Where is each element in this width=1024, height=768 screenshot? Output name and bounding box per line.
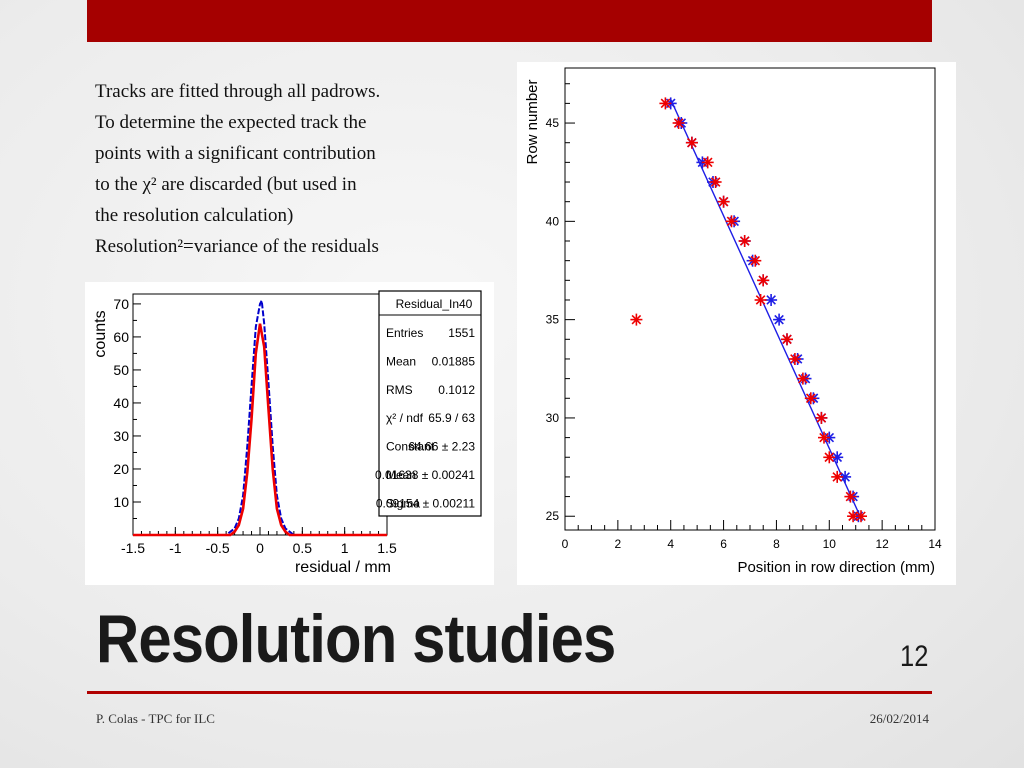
stats-value: 0.01885 [432, 354, 476, 368]
x-tick-label: 0 [562, 537, 569, 551]
stats-label: Entries [386, 326, 423, 340]
x-tick-label: -0.5 [206, 540, 230, 556]
y-tick-label: 45 [546, 116, 560, 130]
y-tick-label: 60 [113, 329, 129, 345]
stats-label: Sigma [386, 496, 420, 510]
fit-curve [133, 323, 387, 537]
stats-label: χ² / ndf [386, 411, 424, 425]
residual-histogram-panel: 10 20 30 40 50 60 70 -1.5 -1 -0.5 0 0.5 1 1.5 residual… [85, 282, 494, 585]
stats-box [378, 290, 482, 517]
body-line: the resolution calculation) [95, 205, 294, 226]
measured-point-marker [672, 117, 685, 129]
stats-value: 1551 [448, 326, 475, 340]
measured-point-marker [847, 510, 860, 523]
x-axis-label: residual / mm [295, 559, 391, 576]
page-number: 12 [899, 640, 928, 673]
measured-point-marker [701, 156, 714, 169]
measured-point-marker [815, 411, 828, 424]
stats-value: 65.9 / 63 [428, 411, 475, 425]
body-line: Resolution²=variance of the residuals [95, 236, 379, 257]
y-tick-label: 35 [546, 313, 560, 327]
footer-date: 26/02/2014 [869, 711, 929, 726]
footer-author: P. Colas - TPC for ILC [96, 711, 215, 726]
stats-label: Constant [386, 440, 435, 454]
track-fit-line [670, 99, 862, 519]
measured-point-marker [788, 353, 801, 365]
y-tick-label: 20 [113, 461, 129, 477]
measured-point-marker [754, 294, 767, 306]
measured-point-marker [823, 451, 836, 464]
measured-point-marker [685, 136, 698, 149]
footer-rule [87, 691, 932, 694]
stats-value: 64.66 ± 2.23 [408, 440, 475, 454]
body-line: points with a significant contribution [95, 143, 376, 164]
body-text: Tracks are fitted through all padrows. T… [95, 76, 495, 262]
stats-value: 0.09154 ± 0.00211 [376, 496, 475, 510]
x-tick-label: -1.5 [121, 540, 145, 556]
y-tick-label: 40 [113, 395, 129, 411]
stats-box-title: Residual_In40 [396, 297, 473, 311]
x-tick-label: 1 [341, 540, 349, 556]
measured-point-marker [709, 176, 722, 188]
measured-point-marker [844, 490, 857, 503]
x-tick-label: 12 [875, 537, 889, 551]
measured-point-marker [757, 274, 770, 287]
y-tick-label: 25 [546, 509, 560, 523]
x-axis-label: Position in row direction (mm) [737, 559, 935, 576]
measured-point-marker [818, 431, 830, 444]
x-tick-label: 1.5 [377, 540, 397, 556]
residual-histogram: 10 20 30 40 50 60 70 -1.5 -1 -0.5 0 0.5 1 1.5 residual… [92, 290, 482, 576]
measured-point-marker [630, 313, 643, 326]
plot-frame [564, 67, 936, 531]
measured-point-marker [659, 97, 672, 110]
row-position-plot: 0 2 4 6 8 10 12 14 25 30 35 40 45 Position in row dir… [524, 67, 942, 576]
x-tick-label: 8 [773, 537, 780, 551]
x-tick-label: 10 [823, 537, 837, 551]
x-tick-label: 14 [928, 537, 942, 551]
body-line: To determine the expected track the [95, 112, 367, 133]
expected-point-marker [773, 313, 786, 326]
x-tick-label: 4 [667, 537, 674, 551]
stats-label: Mean [386, 468, 416, 482]
top-accent-bar [87, 0, 932, 42]
stats-value: 0.1012 [438, 383, 475, 397]
measured-point-marker [781, 333, 793, 346]
y-tick-label: 50 [113, 362, 129, 378]
measured-point-marker [725, 215, 738, 228]
measured-point-marker [717, 195, 730, 208]
stats-label: Mean [386, 354, 416, 368]
measured-point-marker [738, 235, 751, 247]
y-tick-label: 70 [113, 296, 129, 312]
x-tick-label: 6 [720, 537, 727, 551]
row-position-plot-panel: 0 2 4 6 8 10 12 14 25 30 35 40 45 Position in row dir… [517, 62, 956, 585]
stats-value: 0.01638 ± 0.00241 [375, 468, 475, 482]
y-tick-label: 30 [546, 411, 560, 425]
x-tick-label: -1 [169, 540, 182, 556]
y-axis-label: counts [92, 310, 109, 357]
y-tick-label: 40 [546, 214, 560, 228]
x-tick-label: 0.5 [293, 540, 313, 556]
y-tick-label: 10 [113, 494, 129, 510]
measured-point-marker [804, 392, 817, 405]
measured-point-marker [831, 470, 844, 483]
body-line: to the χ² are discarded (but used in [95, 174, 357, 195]
x-tick-label: 2 [615, 537, 622, 551]
histogram-line [133, 297, 387, 536]
measured-point-marker [855, 510, 867, 523]
stats-label: RMS [386, 383, 413, 397]
y-axis-label: Row number [524, 79, 541, 164]
measured-point-marker [796, 372, 809, 385]
expected-point-marker [765, 294, 778, 306]
measured-point-marker [749, 254, 762, 267]
body-line: Tracks are fitted through all padrows. [95, 81, 381, 102]
x-tick-label: 0 [256, 540, 264, 556]
slide-title: Resolution studies [96, 601, 616, 677]
y-tick-label: 30 [113, 428, 129, 444]
